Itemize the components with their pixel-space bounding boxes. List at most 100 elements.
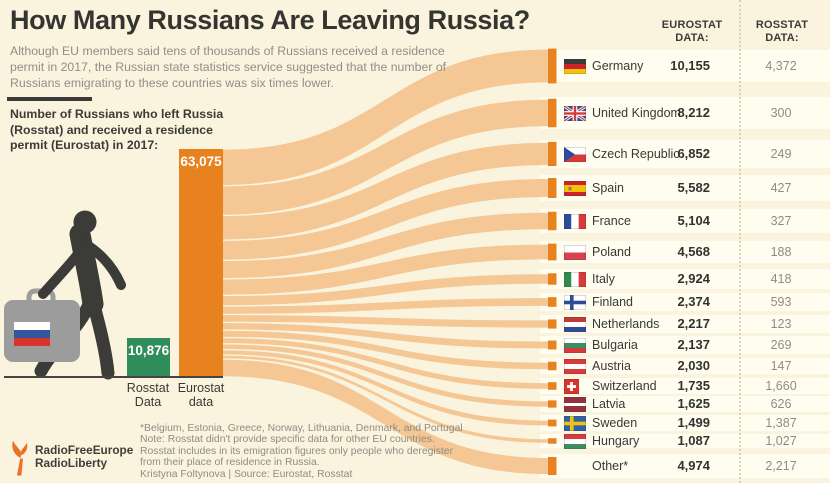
torch-icon <box>12 440 28 476</box>
czech-flag-icon <box>563 146 587 162</box>
person-head <box>73 210 97 234</box>
eurostat-bar: 63,075 <box>179 149 223 377</box>
section-rule <box>7 97 92 101</box>
sweden-flag-icon <box>563 415 587 431</box>
credit-line: Kristyna Foltynova | Source: Eurostat, R… <box>140 469 353 480</box>
rosstat-value: 4,372 <box>765 59 797 73</box>
flow-ribbon <box>223 244 548 295</box>
row-stripe <box>540 315 830 333</box>
france-flag-icon <box>563 213 587 229</box>
rosstat-value: 269 <box>770 338 792 352</box>
flow-ribbon <box>223 99 548 215</box>
spain-flag-icon <box>563 180 587 196</box>
eurostat-value: 8,212 <box>677 105 710 120</box>
country-name: Austria <box>592 359 631 373</box>
person-with-suitcase-icon <box>4 210 126 380</box>
country-name: Bulgaria <box>592 338 638 352</box>
country-name: Poland <box>592 245 631 259</box>
row-stripe <box>540 240 830 264</box>
person-right-arm <box>85 242 126 290</box>
eurostat-value: 2,137 <box>677 337 710 352</box>
eurostat-bar-value: 63,075 <box>180 154 222 169</box>
eurostat-value: 1,625 <box>677 396 710 411</box>
chart-caption: Number of Russians who left Russia (Ross… <box>10 107 224 152</box>
country-name: Spain <box>592 181 624 195</box>
row-stripe <box>540 415 830 431</box>
row-stripe <box>540 50 830 82</box>
country-name: Sweden <box>592 416 638 430</box>
poland-flag-icon <box>563 244 587 260</box>
row-stripe <box>540 433 830 449</box>
rosstat-value: 327 <box>770 214 792 228</box>
flow-ribbon <box>223 142 548 240</box>
row-stripe <box>540 208 830 234</box>
rosstat-value: 427 <box>770 181 792 195</box>
flow-ribbon <box>223 298 548 314</box>
eurostat-value: 5,582 <box>677 180 710 195</box>
flow-ribbon <box>223 323 548 349</box>
row-stripe <box>540 336 830 354</box>
eurostat-value: 2,217 <box>677 316 710 331</box>
row-stripe <box>540 357 830 375</box>
switzerland-flag-icon <box>563 378 586 394</box>
logo-text: RadioFreeEurope RadioLiberty <box>35 442 134 470</box>
eurostat-value: 4,974 <box>677 458 710 473</box>
row-stripe <box>540 377 830 395</box>
flow-ribbon <box>223 178 548 260</box>
rosstat-column-header: ROSSTAT DATA: <box>755 19 809 44</box>
row-stripe <box>540 269 830 289</box>
footnote-text: *Belgium, Estonia, Greece, Norway, Lithu… <box>140 423 463 468</box>
eurostat-value: 4,568 <box>677 244 710 259</box>
rosstat-value: 300 <box>770 106 792 120</box>
country-name: Italy <box>592 272 615 286</box>
rosstat-value: 1,660 <box>765 379 797 393</box>
country-name: France <box>592 214 631 228</box>
rosstat-value: 1,027 <box>765 434 797 448</box>
eurostat-column-header: EUROSTAT DATA: <box>661 19 723 44</box>
italy-flag-icon <box>563 271 587 287</box>
country-name: Hungary <box>592 434 640 448</box>
axis-baseline <box>4 376 223 378</box>
row-stripe <box>540 396 830 412</box>
intro-text: Although EU members said tens of thousan… <box>10 44 447 90</box>
eurostat-value: 6,852 <box>677 146 710 161</box>
rosstat-value: 123 <box>770 317 792 331</box>
country-name: Other* <box>592 459 629 473</box>
eurostat-value: 2,924 <box>677 271 710 286</box>
country-name: Czech Republic <box>592 147 680 161</box>
country-name: Netherlands <box>592 317 660 331</box>
flow-ribbon <box>223 338 548 389</box>
country-name: Switzerland <box>592 379 657 393</box>
eurostat-value: 1,735 <box>677 378 710 393</box>
uk-flag-icon <box>563 104 587 122</box>
eurostat-value: 1,499 <box>677 415 710 430</box>
column-divider <box>739 0 741 483</box>
rosstat-value: 1,387 <box>765 416 797 430</box>
flow-ribbon <box>223 350 548 426</box>
flow-ribbon <box>223 315 548 328</box>
rosstat-axis-label: Rosstat Data <box>126 381 170 409</box>
row-stripe <box>540 293 830 311</box>
russia-flag-icon <box>14 322 50 346</box>
rosstat-value: 593 <box>770 295 792 309</box>
finland-flag-icon <box>563 294 587 310</box>
eurostat-axis-label: Eurostat data <box>177 381 225 409</box>
row-stripe <box>540 175 830 201</box>
eurostat-value: 5,104 <box>677 213 710 228</box>
germany-flag-icon <box>563 58 587 74</box>
country-name: United Kingdom <box>592 106 681 120</box>
rosstat-value: 418 <box>770 272 792 286</box>
eurostat-value: 2,030 <box>677 358 710 373</box>
row-stripe <box>540 139 830 169</box>
netherlands-flag-icon <box>563 316 587 332</box>
bulgaria-flag-icon <box>563 337 587 353</box>
person-torso <box>69 223 104 315</box>
page-title: How Many Russians Are Leaving Russia? <box>10 5 530 35</box>
flow-ribbon <box>223 274 548 306</box>
eurostat-value: 10,155 <box>670 58 710 73</box>
row-stripe <box>540 97 830 129</box>
rosstat-bar: 10,876 <box>127 338 170 377</box>
rosstat-value: 249 <box>770 147 792 161</box>
flow-ribbon <box>223 344 548 407</box>
